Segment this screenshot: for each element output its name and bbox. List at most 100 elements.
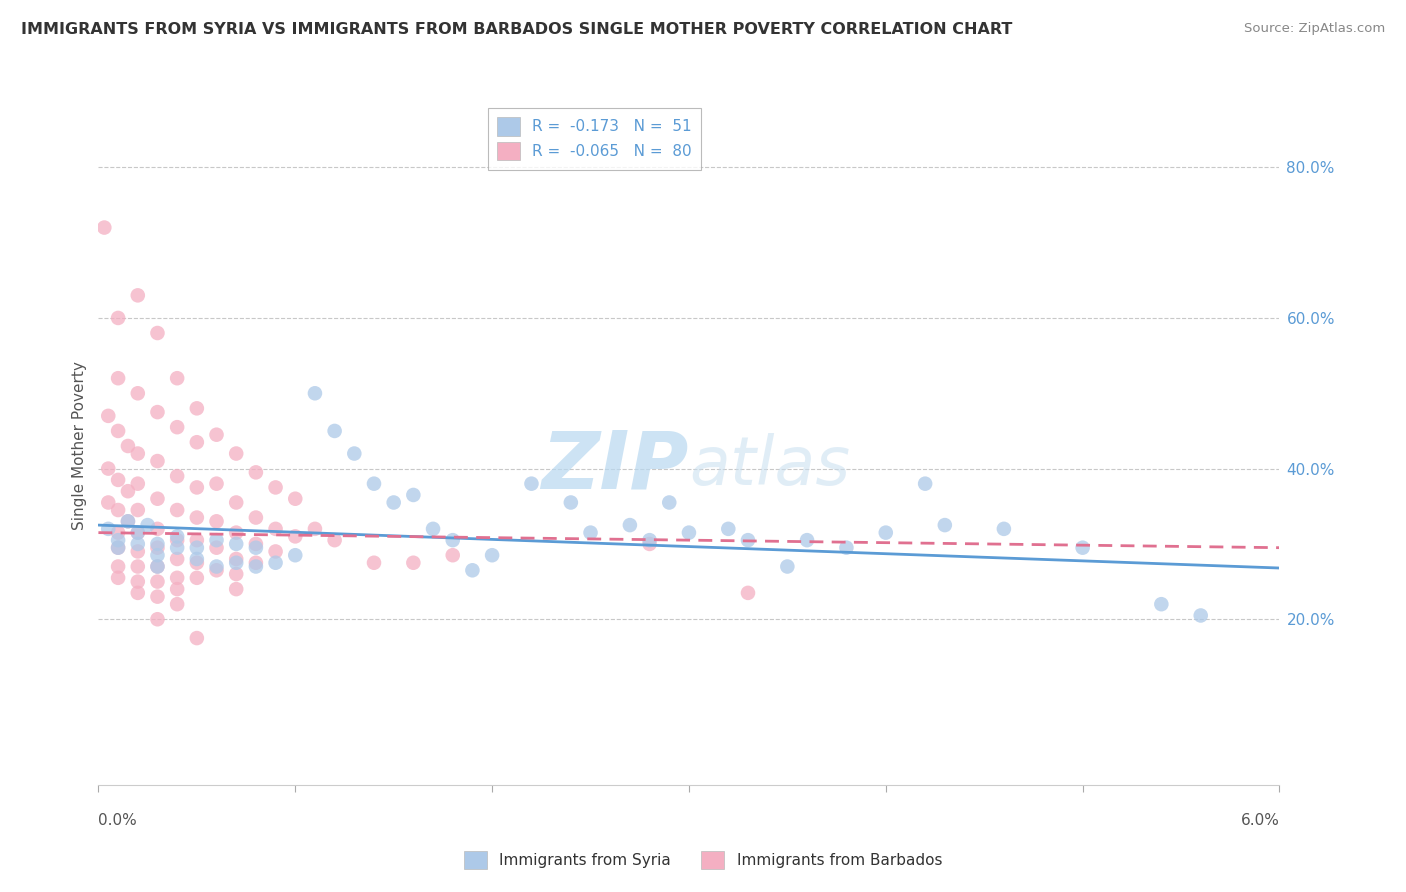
Point	[107, 541, 129, 555]
Point	[264, 544, 287, 558]
Point	[1071, 541, 1094, 555]
Point	[225, 446, 247, 460]
Point	[304, 522, 326, 536]
Text: ZIP: ZIP	[541, 427, 689, 506]
Point	[127, 525, 149, 540]
Point	[205, 427, 228, 442]
Text: IMMIGRANTS FROM SYRIA VS IMMIGRANTS FROM BARBADOS SINGLE MOTHER POVERTY CORRELAT: IMMIGRANTS FROM SYRIA VS IMMIGRANTS FROM…	[21, 22, 1012, 37]
Point	[146, 491, 169, 506]
Point	[146, 590, 169, 604]
Point	[382, 495, 405, 509]
Point	[186, 552, 208, 566]
Text: Source: ZipAtlas.com: Source: ZipAtlas.com	[1244, 22, 1385, 36]
Point	[127, 574, 149, 589]
Point	[560, 495, 582, 509]
Point	[934, 518, 956, 533]
Point	[323, 424, 346, 438]
Point	[107, 310, 129, 325]
Point	[1150, 597, 1173, 611]
Point	[245, 559, 267, 574]
Point	[186, 631, 208, 645]
Point	[481, 548, 503, 562]
Point	[166, 582, 188, 596]
Point	[205, 514, 228, 528]
Point	[146, 405, 169, 419]
Point	[166, 371, 188, 385]
Point	[93, 220, 115, 235]
Point	[245, 556, 267, 570]
Point	[127, 386, 149, 401]
Point	[678, 525, 700, 540]
Point	[166, 529, 188, 543]
Point	[146, 541, 169, 555]
Point	[127, 288, 149, 302]
Point	[205, 559, 228, 574]
Point	[107, 541, 129, 555]
Point	[127, 446, 149, 460]
Point	[422, 522, 444, 536]
Point	[225, 556, 247, 570]
Point	[146, 559, 169, 574]
Point	[166, 552, 188, 566]
Point	[441, 548, 464, 562]
Point	[186, 480, 208, 494]
Point	[166, 503, 188, 517]
Point	[146, 574, 169, 589]
Legend: Immigrants from Syria, Immigrants from Barbados: Immigrants from Syria, Immigrants from B…	[458, 845, 948, 875]
Point	[284, 491, 307, 506]
Point	[284, 548, 307, 562]
Point	[225, 495, 247, 509]
Text: atlas: atlas	[689, 434, 851, 500]
Point	[107, 559, 129, 574]
Point	[186, 571, 208, 585]
Point	[146, 454, 169, 468]
Point	[117, 484, 139, 499]
Legend: R =  -0.173   N =  51, R =  -0.065   N =  80: R = -0.173 N = 51, R = -0.065 N = 80	[488, 108, 702, 169]
Point	[146, 612, 169, 626]
Point	[127, 586, 149, 600]
Point	[186, 541, 208, 555]
Point	[441, 533, 464, 548]
Point	[304, 386, 326, 401]
Point	[363, 556, 385, 570]
Point	[146, 548, 169, 562]
Point	[186, 510, 208, 524]
Point	[363, 476, 385, 491]
Point	[264, 480, 287, 494]
Point	[658, 495, 681, 509]
Point	[146, 559, 169, 574]
Point	[107, 525, 129, 540]
Point	[127, 544, 149, 558]
Point	[166, 469, 188, 483]
Point	[107, 533, 129, 548]
Point	[136, 518, 159, 533]
Point	[146, 326, 169, 340]
Point	[127, 559, 149, 574]
Point	[97, 522, 120, 536]
Point	[638, 537, 661, 551]
Point	[97, 409, 120, 423]
Point	[107, 473, 129, 487]
Point	[461, 563, 484, 577]
Point	[127, 525, 149, 540]
Point	[127, 537, 149, 551]
Point	[205, 533, 228, 548]
Point	[225, 525, 247, 540]
Point	[107, 503, 129, 517]
Point	[107, 424, 129, 438]
Point	[186, 556, 208, 570]
Point	[205, 563, 228, 577]
Y-axis label: Single Mother Poverty: Single Mother Poverty	[72, 361, 87, 531]
Point	[1189, 608, 1212, 623]
Point	[166, 533, 188, 548]
Point	[205, 476, 228, 491]
Point	[186, 401, 208, 416]
Point	[737, 586, 759, 600]
Point	[737, 533, 759, 548]
Point	[225, 582, 247, 596]
Point	[166, 541, 188, 555]
Point	[835, 541, 858, 555]
Point	[97, 495, 120, 509]
Point	[146, 522, 169, 536]
Point	[166, 597, 188, 611]
